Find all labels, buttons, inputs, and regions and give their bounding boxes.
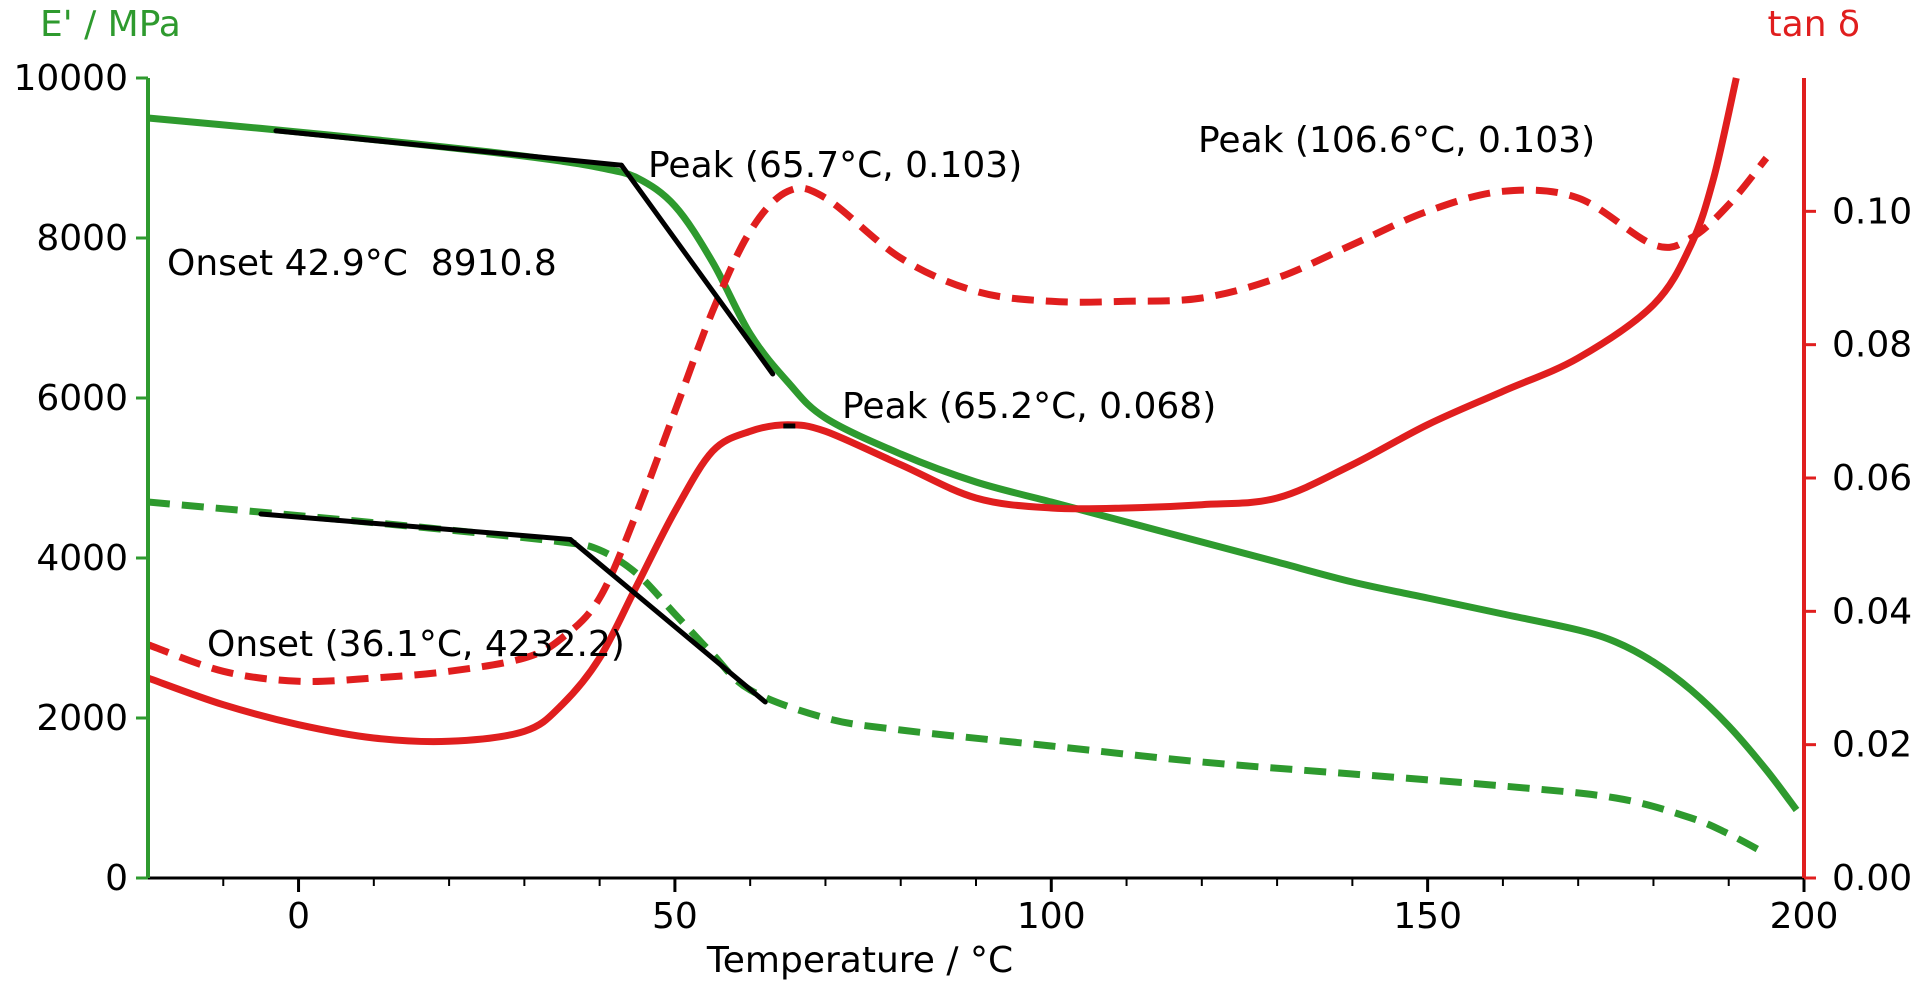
y-right-axis-title: tan δ — [1768, 4, 1860, 45]
annotations: Peak (65.7°C, 0.103) Peak (106.6°C, 0.10… — [167, 120, 1595, 665]
x-tick-label: 200 — [1770, 896, 1839, 937]
y-left-tick-label: 10000 — [13, 58, 128, 99]
y-right-tick-label: 0.04 — [1832, 591, 1912, 632]
x-tick-label: 50 — [652, 896, 698, 937]
plot-lines — [146, 77, 1800, 858]
y-left-tick-label: 4000 — [36, 538, 128, 579]
x-axis-title: Temperature / °C — [706, 940, 1013, 981]
y-right-tick-label: 0.00 — [1832, 858, 1912, 899]
y-right-tick-label: 0.08 — [1832, 325, 1912, 366]
y-left-tick-label: 8000 — [36, 218, 128, 259]
axes — [146, 78, 1806, 880]
tangent-line — [273, 128, 624, 168]
x-tick-label: 150 — [1393, 896, 1462, 937]
series-line-tan-delta-dashed — [146, 155, 1770, 686]
ticks: 0 50 100 150 20002000400060008000100000.000.… — [13, 58, 1912, 937]
y-right-tick-label: 0.06 — [1832, 458, 1912, 499]
x-tick-label: 100 — [1017, 896, 1086, 937]
y-left-tick-label: 2000 — [36, 698, 128, 739]
annotation-peak-65-7: Peak (65.7°C, 0.103) — [648, 145, 1022, 186]
tangent-line — [258, 511, 573, 542]
x-tick-label: 0 — [287, 896, 310, 937]
labels: E' / MPa tan δ Temperature / °C — [40, 4, 1860, 981]
y-left-tick-label: 6000 — [36, 378, 128, 419]
series-line-tan-delta-solid — [146, 77, 1740, 746]
annotation-peak-65-2: Peak (65.2°C, 0.068) — [842, 386, 1216, 427]
y-right-tick-label: 0.10 — [1832, 191, 1912, 232]
tangent-line — [567, 536, 768, 705]
annotation-peak-106-6: Peak (106.6°C, 0.103) — [1198, 120, 1595, 161]
annotation-onset-36-1: Onset (36.1°C, 4232.2) — [207, 624, 625, 665]
y-left-axis-title: E' / MPa — [40, 4, 181, 45]
tangent-line — [618, 162, 776, 377]
annotation-onset-42-9: Onset 42.9°C 8910.8 — [167, 243, 557, 284]
series-line-modulus-solid — [147, 114, 1800, 813]
y-left-tick-label: 0 — [105, 858, 128, 899]
y-right-tick-label: 0.02 — [1832, 725, 1912, 766]
